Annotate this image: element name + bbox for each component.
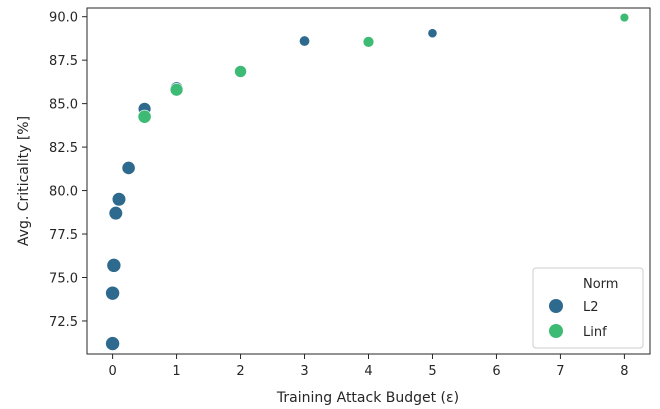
y-tick-label: 82.5 [49, 141, 78, 156]
x-tick-label: 1 [172, 364, 180, 379]
point-l2 [108, 206, 123, 221]
x-tick-label: 5 [428, 364, 436, 379]
x-tick-label: 3 [300, 364, 308, 379]
point-l2 [427, 28, 438, 39]
point-l2 [105, 285, 120, 301]
x-axis-title: Training Attack Budget (ε) [276, 390, 459, 406]
y-tick-label: 77.5 [49, 228, 78, 243]
x-tick-label: 0 [108, 364, 116, 379]
y-tick-label: 80.0 [49, 185, 78, 200]
y-tick-label: 72.5 [49, 315, 78, 330]
point-l2 [121, 161, 136, 175]
legend: Norm L2 Linf [532, 267, 644, 349]
x-tick-label: 2 [236, 364, 244, 379]
point-linf [137, 109, 152, 124]
legend-label-linf: Linf [583, 325, 607, 340]
data-points [105, 12, 630, 351]
point-linf [362, 36, 375, 48]
point-linf [169, 83, 184, 97]
x-tick-label: 4 [364, 364, 372, 379]
legend-marker-l2 [549, 299, 563, 313]
legend-label-l2: L2 [583, 300, 599, 315]
point-linf [234, 65, 247, 78]
y-tick-label: 75.0 [49, 271, 78, 286]
x-tick-label: 7 [556, 364, 564, 379]
x-axis-ticks: 0 1 2 3 4 5 6 7 8 [108, 354, 629, 379]
y-tick-label: 90.0 [49, 11, 78, 26]
y-tick-label: 87.5 [49, 54, 78, 69]
legend-marker-linf [549, 324, 563, 338]
point-l2 [111, 192, 127, 207]
y-axis-title: Avg. Criticality [%] [16, 116, 32, 246]
legend-title: Norm [583, 277, 618, 292]
x-tick-label: 8 [620, 364, 628, 379]
point-l2 [299, 35, 311, 47]
point-linf [619, 12, 630, 23]
y-axis-ticks: 72.5 75.0 77.5 80.0 82.5 85.0 87.5 90.0 [49, 11, 87, 330]
point-l2 [105, 336, 120, 351]
point-l2 [106, 258, 122, 273]
y-tick-label: 85.0 [49, 98, 78, 113]
x-tick-label: 6 [492, 364, 500, 379]
